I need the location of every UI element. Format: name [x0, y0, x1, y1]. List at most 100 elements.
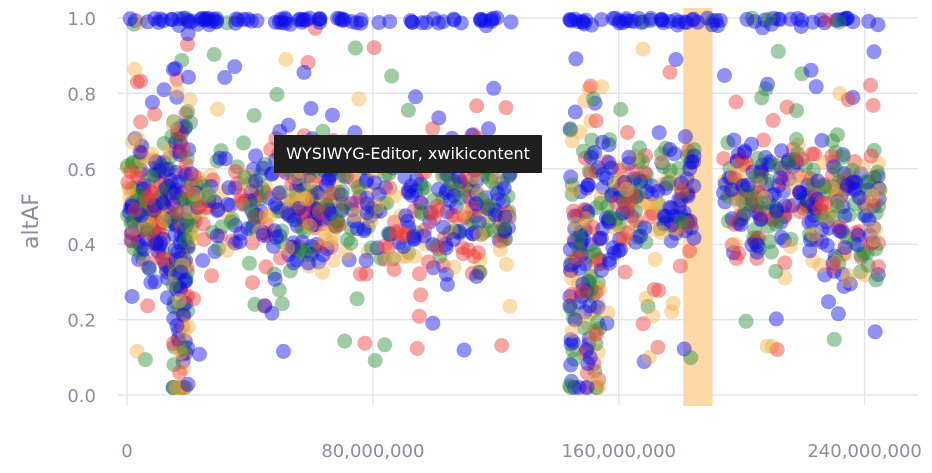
data-point-blue — [180, 201, 196, 217]
data-point-orange — [764, 338, 780, 354]
data-point-blue — [431, 181, 447, 197]
data-point-red — [132, 165, 148, 181]
data-point-blue — [825, 255, 841, 271]
data-point-orange — [864, 235, 880, 250]
y-tick-label: 0.4 — [67, 235, 96, 256]
data-point-blue — [562, 12, 578, 28]
data-point-blue — [201, 17, 217, 33]
data-point-blue — [615, 205, 631, 221]
data-point-blue — [486, 10, 501, 26]
data-point-blue — [567, 254, 583, 270]
data-point-blue — [501, 220, 516, 236]
data-point-blue — [286, 212, 302, 228]
data-point-green — [426, 192, 442, 208]
data-point-orange — [138, 196, 154, 212]
data-point-red — [129, 169, 145, 185]
data-point-green — [564, 186, 580, 202]
data-point-green — [824, 179, 840, 195]
data-point-blue — [680, 188, 696, 204]
data-point-red — [824, 148, 840, 164]
data-point-green — [175, 380, 191, 395]
data-point-orange — [181, 204, 197, 220]
data-point-blue — [704, 17, 720, 33]
data-point-red — [347, 173, 363, 189]
data-point-blue — [629, 189, 644, 204]
data-point-blue — [169, 89, 185, 105]
data-point-blue — [748, 234, 764, 250]
data-point-orange — [176, 288, 192, 304]
data-point-green — [572, 224, 588, 240]
data-point-blue — [409, 171, 425, 187]
data-point-red — [460, 182, 476, 198]
data-point-blue — [826, 263, 842, 279]
data-point-orange — [581, 252, 597, 268]
data-point-blue — [774, 229, 790, 245]
data-point-orange — [327, 172, 343, 188]
data-point-orange — [174, 257, 190, 273]
data-point-blue — [346, 213, 362, 229]
data-point-green — [662, 163, 678, 178]
data-point-orange — [187, 186, 202, 202]
data-point-green — [271, 282, 287, 298]
data-point-red — [389, 224, 405, 239]
data-point-blue — [712, 13, 728, 28]
data-point-red — [178, 106, 194, 122]
data-point-green — [178, 233, 193, 248]
data-point-blue — [167, 185, 183, 201]
data-point-green — [655, 159, 671, 175]
data-point-blue — [807, 200, 823, 216]
data-point-green — [581, 163, 597, 179]
data-point-blue — [438, 185, 454, 201]
data-point-green — [379, 195, 395, 211]
data-point-red — [257, 225, 273, 241]
data-point-red — [833, 188, 849, 204]
data-point-green — [870, 164, 886, 180]
data-point-green — [584, 146, 600, 162]
data-point-blue — [480, 201, 496, 217]
data-point-blue — [736, 144, 752, 160]
data-point-blue — [170, 121, 186, 137]
data-point-orange — [287, 189, 303, 205]
data-point-green — [229, 159, 245, 175]
data-point-blue — [473, 11, 489, 27]
data-point-blue — [489, 10, 505, 26]
data-point-green — [400, 102, 416, 118]
data-point-red — [724, 237, 740, 253]
data-point-blue — [212, 150, 228, 166]
data-point-green — [178, 271, 194, 287]
data-point-green — [817, 179, 833, 195]
data-point-orange — [283, 195, 299, 211]
data-point-green — [242, 199, 258, 215]
data-point-blue — [177, 333, 193, 349]
data-point-blue — [623, 13, 639, 29]
data-point-blue — [637, 220, 653, 236]
data-point-green — [414, 181, 430, 197]
data-point-green — [652, 221, 668, 237]
data-point-green — [627, 189, 642, 205]
data-point-blue — [765, 211, 780, 227]
data-point-orange — [631, 194, 647, 210]
data-point-green — [749, 197, 765, 213]
data-point-red — [570, 208, 585, 224]
data-point-green — [128, 159, 144, 175]
y-tick-label: 1.0 — [67, 9, 96, 30]
data-point-red — [609, 195, 625, 211]
data-point-blue — [248, 148, 264, 164]
data-point-blue — [633, 173, 649, 189]
data-point-red — [291, 239, 307, 255]
data-point-blue — [221, 180, 237, 196]
data-point-orange — [643, 201, 659, 217]
data-point-blue — [486, 80, 502, 96]
data-point-orange — [300, 190, 316, 206]
data-point-green — [498, 231, 513, 247]
data-point-green — [162, 213, 178, 229]
data-point-orange — [571, 208, 587, 224]
data-point-blue — [581, 336, 597, 352]
data-point-green — [241, 255, 257, 271]
data-point-blue — [643, 10, 659, 26]
data-point-blue — [866, 44, 882, 60]
data-point-blue — [159, 162, 175, 177]
data-point-blue — [818, 214, 834, 229]
data-point-orange — [492, 242, 508, 258]
data-point-green — [166, 339, 182, 355]
